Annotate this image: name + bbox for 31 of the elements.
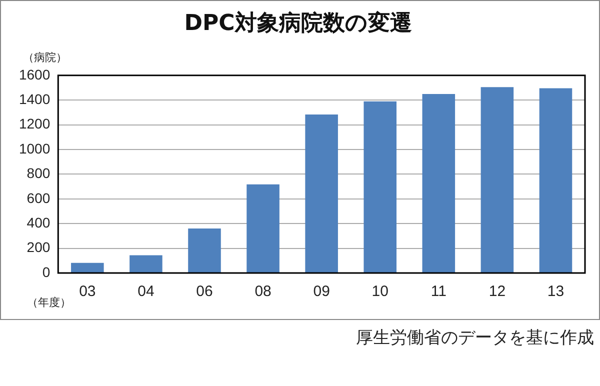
bar xyxy=(305,114,338,272)
chart-title: DPC対象病院数の変遷 xyxy=(184,10,412,36)
y-tick-label: 200 xyxy=(26,239,50,256)
x-tick-label: 06 xyxy=(196,283,213,300)
y-tick-label: 600 xyxy=(26,190,50,206)
bar xyxy=(422,94,456,272)
x-tick-label: 09 xyxy=(313,283,330,300)
y-axis-title: （病院） xyxy=(23,50,67,64)
bar xyxy=(246,184,280,272)
x-tick-label: 12 xyxy=(488,283,506,300)
y-tick-label: 1400 xyxy=(18,90,50,107)
y-tick-label: 400 xyxy=(26,214,50,230)
x-tick-label: 03 xyxy=(79,283,96,300)
x-tick-label: 04 xyxy=(138,283,154,300)
x-tick-label: 11 xyxy=(430,283,446,300)
x-tick-label: 10 xyxy=(372,283,388,300)
bar xyxy=(130,255,162,272)
x-tick-label: 08 xyxy=(254,283,272,300)
bar xyxy=(188,228,221,272)
y-tick-label: 0 xyxy=(42,264,50,280)
bar xyxy=(364,101,397,272)
y-tick-label: 1600 xyxy=(18,66,50,82)
bar xyxy=(71,262,104,272)
x-tick-label: 13 xyxy=(547,283,564,300)
bar xyxy=(539,88,572,272)
y-tick-label: 1200 xyxy=(18,116,50,132)
text: 厚生労働省のデータを基に作成 xyxy=(356,327,594,349)
y-tick-label: 800 xyxy=(26,165,50,182)
bar xyxy=(480,87,514,272)
x-axis-title: （年度） xyxy=(27,296,71,309)
y-tick-label: 1000 xyxy=(18,140,50,156)
